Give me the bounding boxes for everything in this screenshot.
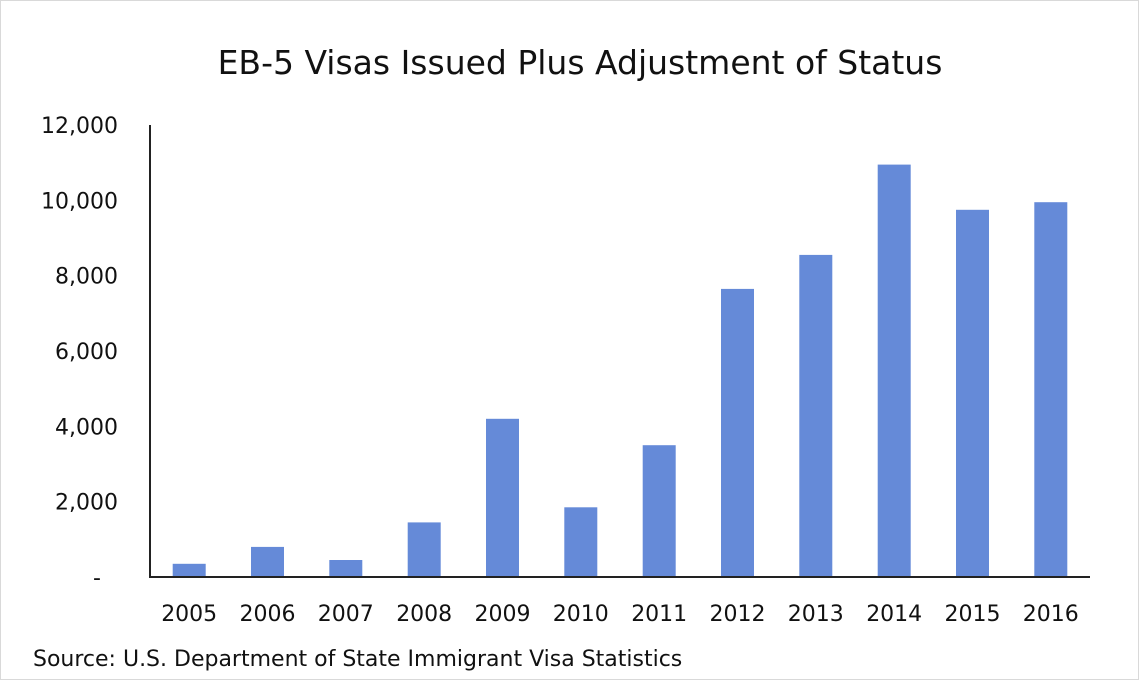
bar-2012 xyxy=(721,288,754,577)
bar-2005 xyxy=(172,563,206,577)
x-tick-label: 2016 xyxy=(1023,602,1079,627)
bar-2014 xyxy=(877,164,911,577)
y-tick-label: 2,000 xyxy=(55,491,118,516)
x-tick-label: 2011 xyxy=(631,602,687,627)
bar-2016 xyxy=(1034,202,1068,577)
bar-2008 xyxy=(407,522,441,577)
x-tick-label: 2013 xyxy=(788,602,844,627)
chart-title: EB-5 Visas Issued Plus Adjustment of Sta… xyxy=(218,43,943,82)
x-tick-label: 2005 xyxy=(161,602,217,627)
x-tick-label: 2010 xyxy=(553,602,609,627)
x-tick-label: 2014 xyxy=(866,602,922,627)
x-tick-label: 2007 xyxy=(318,602,374,627)
bars xyxy=(172,164,1068,578)
y-tick-label: 8,000 xyxy=(55,265,118,290)
bar-2010 xyxy=(564,507,598,577)
y-tick-label: 4,000 xyxy=(55,415,118,440)
x-tick-label: 2009 xyxy=(475,602,531,627)
y-tick-label: 12,000 xyxy=(41,114,118,139)
x-tick-label: 2012 xyxy=(710,602,766,627)
x-tick-label: 2015 xyxy=(945,602,1001,627)
y-tick-label: 10,000 xyxy=(41,189,118,214)
bar-2013 xyxy=(799,254,833,577)
bar-2007 xyxy=(329,560,363,577)
bar-2011 xyxy=(642,445,676,577)
bar-2006 xyxy=(251,546,284,577)
y-axis: - 2,000 4,000 6,000 8,000 10,000 12,000 xyxy=(41,114,151,591)
bar-2009 xyxy=(486,418,519,577)
source-note: Source: U.S. Department of State Immigra… xyxy=(33,647,683,672)
x-tick-label: 2008 xyxy=(396,602,452,627)
bar-2015 xyxy=(956,209,989,578)
bar-chart: EB-5 Visas Issued Plus Adjustment of Sta… xyxy=(41,43,1090,627)
y-tick-label: - xyxy=(93,566,101,591)
x-axis: 2005 2006 2007 2008 2009 2010 2011 2012 2013 2014… xyxy=(149,576,1090,627)
x-tick-label: 2006 xyxy=(240,602,296,627)
y-tick-label: 6,000 xyxy=(55,340,118,365)
